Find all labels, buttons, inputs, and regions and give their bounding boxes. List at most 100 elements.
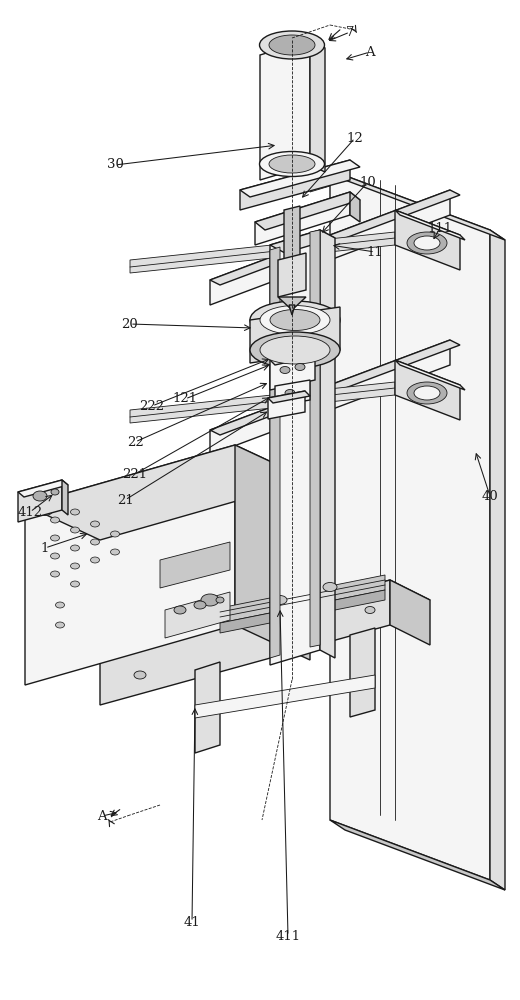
Text: 412: 412	[18, 506, 43, 518]
Ellipse shape	[260, 306, 330, 334]
Ellipse shape	[407, 382, 447, 404]
Ellipse shape	[71, 527, 80, 533]
Polygon shape	[100, 580, 430, 680]
Polygon shape	[284, 206, 300, 264]
Polygon shape	[255, 192, 360, 230]
Text: 1: 1	[41, 542, 49, 554]
Polygon shape	[220, 590, 385, 633]
Polygon shape	[210, 190, 450, 305]
Polygon shape	[270, 230, 335, 253]
Polygon shape	[25, 445, 310, 540]
Text: 20: 20	[122, 318, 138, 330]
Polygon shape	[390, 580, 430, 645]
Ellipse shape	[50, 571, 59, 577]
Polygon shape	[310, 230, 320, 647]
Ellipse shape	[216, 597, 224, 603]
Ellipse shape	[56, 622, 64, 628]
Polygon shape	[268, 391, 305, 419]
Ellipse shape	[295, 363, 305, 370]
Ellipse shape	[260, 336, 330, 364]
Polygon shape	[310, 40, 325, 172]
Polygon shape	[100, 580, 390, 705]
Polygon shape	[395, 210, 460, 270]
Polygon shape	[310, 180, 330, 192]
Ellipse shape	[414, 236, 440, 250]
Ellipse shape	[50, 517, 59, 523]
Ellipse shape	[269, 155, 315, 173]
Polygon shape	[278, 253, 306, 297]
Polygon shape	[330, 170, 505, 240]
Polygon shape	[270, 350, 315, 390]
Ellipse shape	[407, 232, 447, 254]
Polygon shape	[289, 305, 295, 315]
Ellipse shape	[33, 491, 47, 501]
Polygon shape	[350, 192, 360, 222]
Polygon shape	[210, 190, 460, 285]
Polygon shape	[240, 160, 350, 210]
Text: A: A	[365, 45, 375, 58]
Polygon shape	[240, 160, 360, 197]
Text: A: A	[97, 810, 107, 822]
Polygon shape	[490, 230, 505, 890]
Ellipse shape	[50, 535, 59, 541]
Polygon shape	[235, 445, 310, 660]
Polygon shape	[130, 232, 395, 273]
Polygon shape	[270, 230, 320, 665]
Ellipse shape	[174, 606, 186, 614]
Ellipse shape	[280, 366, 290, 373]
Text: 11: 11	[367, 245, 383, 258]
Polygon shape	[62, 480, 68, 515]
Ellipse shape	[270, 310, 320, 330]
Ellipse shape	[90, 539, 99, 545]
Polygon shape	[320, 230, 335, 658]
Polygon shape	[395, 360, 460, 420]
Polygon shape	[330, 170, 490, 880]
Polygon shape	[25, 445, 235, 685]
Ellipse shape	[414, 386, 440, 400]
Text: 121: 121	[173, 392, 198, 406]
Ellipse shape	[285, 389, 295, 396]
Polygon shape	[195, 662, 220, 753]
Ellipse shape	[201, 594, 219, 606]
Text: 10: 10	[360, 176, 376, 188]
Ellipse shape	[50, 553, 59, 559]
Ellipse shape	[269, 35, 315, 55]
Polygon shape	[195, 675, 375, 718]
Polygon shape	[220, 575, 385, 623]
Text: 30: 30	[107, 158, 123, 172]
Polygon shape	[270, 350, 320, 365]
Polygon shape	[18, 480, 68, 497]
Polygon shape	[210, 340, 460, 435]
Polygon shape	[210, 340, 450, 455]
Ellipse shape	[323, 582, 337, 591]
Polygon shape	[270, 247, 280, 658]
Ellipse shape	[365, 606, 375, 613]
Polygon shape	[130, 382, 395, 423]
Ellipse shape	[111, 531, 120, 537]
Ellipse shape	[71, 581, 80, 587]
Ellipse shape	[194, 601, 206, 609]
Text: 21: 21	[116, 493, 133, 506]
Text: 22: 22	[127, 436, 144, 448]
Polygon shape	[395, 210, 465, 240]
Polygon shape	[268, 391, 310, 403]
Ellipse shape	[90, 557, 99, 563]
Ellipse shape	[51, 489, 59, 495]
Text: 411: 411	[276, 930, 301, 942]
Polygon shape	[255, 192, 350, 245]
Polygon shape	[275, 380, 310, 406]
Polygon shape	[160, 542, 230, 588]
Text: 221: 221	[122, 468, 148, 481]
Polygon shape	[18, 480, 62, 522]
Ellipse shape	[134, 671, 146, 679]
Text: 41: 41	[184, 916, 200, 928]
Polygon shape	[350, 628, 375, 717]
Text: 12: 12	[347, 131, 363, 144]
Polygon shape	[165, 592, 230, 638]
Ellipse shape	[71, 545, 80, 551]
Ellipse shape	[71, 563, 80, 569]
Polygon shape	[260, 40, 310, 180]
Text: 7: 7	[346, 25, 354, 38]
Ellipse shape	[250, 301, 340, 339]
Ellipse shape	[259, 31, 324, 59]
